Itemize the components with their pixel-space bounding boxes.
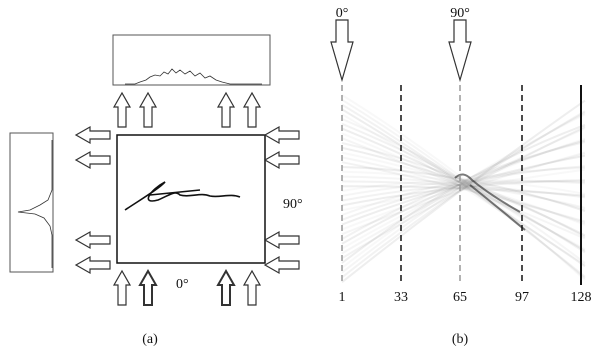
caption: (b) bbox=[452, 332, 469, 347]
image-square bbox=[117, 135, 265, 263]
angle-label: 90° bbox=[283, 197, 303, 212]
axis-label: 128 bbox=[571, 290, 592, 305]
panel-a: 90° 0° (a) bbox=[10, 35, 303, 347]
angle-label: 90° bbox=[450, 6, 470, 21]
angle-label: 0° bbox=[336, 6, 349, 21]
axis-label: 33 bbox=[394, 290, 408, 305]
top-histogram-box bbox=[113, 35, 270, 85]
axis-label: 1 bbox=[339, 290, 346, 305]
caption: (a) bbox=[142, 332, 158, 347]
figure: 90° 0° (a) 0° 90° 1 33 65 97 128 (b) bbox=[0, 0, 595, 356]
sinogram bbox=[342, 95, 585, 282]
axis-label: 65 bbox=[453, 290, 467, 305]
left-histogram bbox=[18, 140, 52, 268]
axis-label: 97 bbox=[515, 290, 529, 305]
panel-b: 0° 90° 1 33 65 97 128 (b) bbox=[331, 6, 592, 347]
angle-label: 0° bbox=[176, 277, 189, 292]
left-histogram-box bbox=[10, 133, 53, 272]
top-histogram bbox=[125, 69, 262, 84]
sinogram-trace bbox=[342, 162, 585, 221]
